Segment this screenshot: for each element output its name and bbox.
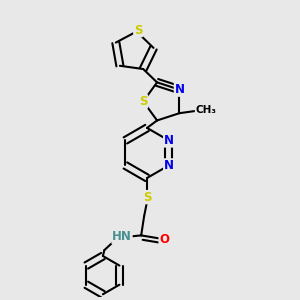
Text: CH₃: CH₃ bbox=[195, 105, 216, 115]
Text: S: S bbox=[139, 95, 148, 108]
Text: N: N bbox=[174, 83, 184, 96]
Text: HN: HN bbox=[112, 230, 132, 243]
Text: O: O bbox=[159, 233, 169, 246]
Text: S: S bbox=[143, 190, 151, 204]
Text: N: N bbox=[164, 134, 174, 147]
Text: N: N bbox=[164, 159, 174, 172]
Text: S: S bbox=[134, 24, 142, 37]
